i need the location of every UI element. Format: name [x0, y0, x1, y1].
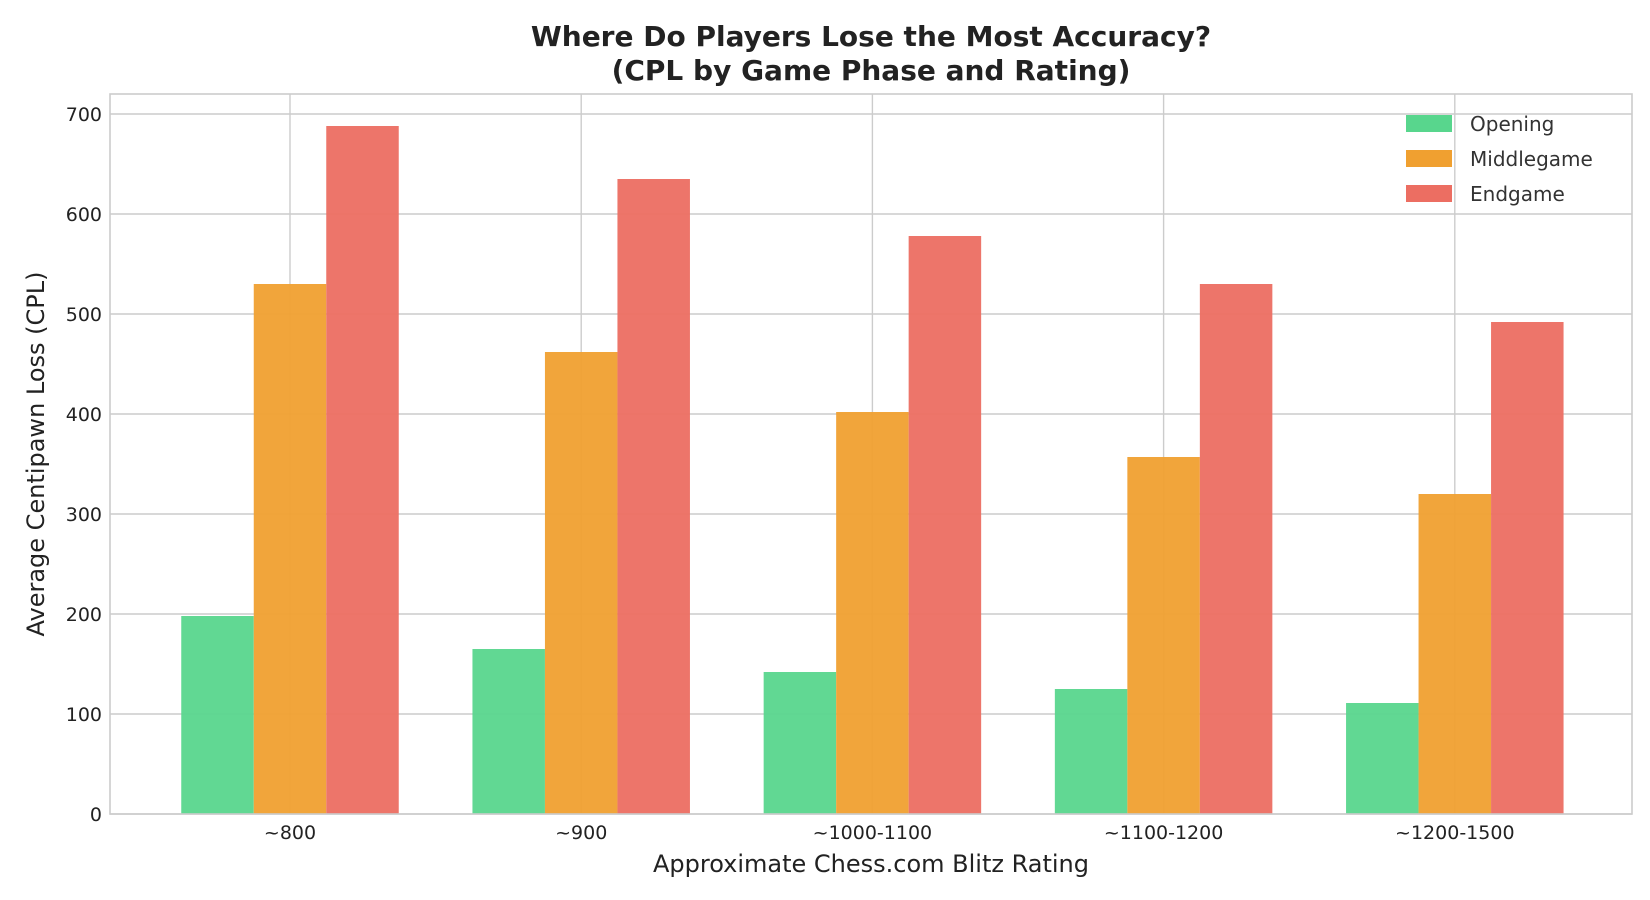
bar-middlegame-3 [1127, 457, 1200, 814]
legend-label-middlegame: Middlegame [1470, 147, 1593, 171]
x-tick-label: ~800 [264, 822, 316, 844]
y-tick-label: 100 [66, 704, 102, 726]
legend: Opening Middlegame Endgame [1406, 112, 1593, 206]
x-tick-label: ~1100-1200 [1104, 822, 1223, 844]
bar-opening-1 [472, 649, 545, 814]
legend-label-opening: Opening [1470, 112, 1554, 136]
y-axis-label: Average Centipawn Loss (CPL) [22, 271, 50, 636]
x-tick-labels: ~800 ~900 ~1000-1100 ~1100-1200 ~1200-1500 [264, 822, 1515, 844]
y-tick-label: 500 [66, 304, 102, 326]
y-tick-label: 400 [66, 404, 102, 426]
legend-swatch-opening [1406, 115, 1452, 132]
x-tick-label: ~1200-1500 [1395, 822, 1514, 844]
x-tick-label: ~900 [555, 822, 607, 844]
legend-swatch-endgame [1406, 185, 1452, 202]
y-tick-label: 700 [66, 104, 102, 126]
bar-opening-0 [181, 616, 254, 814]
y-tick-label: 0 [90, 804, 102, 826]
y-tick-label: 300 [66, 504, 102, 526]
bar-endgame-1 [617, 179, 690, 814]
bar-endgame-4 [1491, 322, 1564, 814]
bar-endgame-2 [908, 236, 982, 814]
bar-middlegame-0 [253, 284, 327, 814]
bar-opening-4 [1346, 703, 1419, 814]
bar-opening-2 [763, 672, 837, 814]
plot-frame [109, 93, 1633, 815]
bar-middlegame-1 [544, 352, 618, 814]
chart-subtitle: (CPL by Game Phase and Rating) [612, 54, 1131, 87]
bar-endgame-3 [1199, 284, 1273, 814]
x-tick-label: ~1000-1100 [813, 822, 932, 844]
bar-opening-3 [1054, 689, 1128, 814]
legend-swatch-middlegame [1406, 150, 1452, 167]
chart-title: Where Do Players Lose the Most Accuracy? [531, 20, 1211, 53]
y-tick-labels: 0 100 200 300 400 500 600 700 [66, 104, 102, 826]
x-axis-label: Approximate Chess.com Blitz Rating [653, 850, 1089, 878]
y-tick-label: 200 [66, 604, 102, 626]
legend-label-endgame: Endgame [1470, 182, 1565, 206]
bar-middlegame-2 [836, 412, 909, 814]
bars [181, 126, 1564, 814]
bar-middlegame-4 [1418, 494, 1492, 814]
bar-endgame-0 [326, 126, 399, 814]
y-tick-label: 600 [66, 204, 102, 226]
